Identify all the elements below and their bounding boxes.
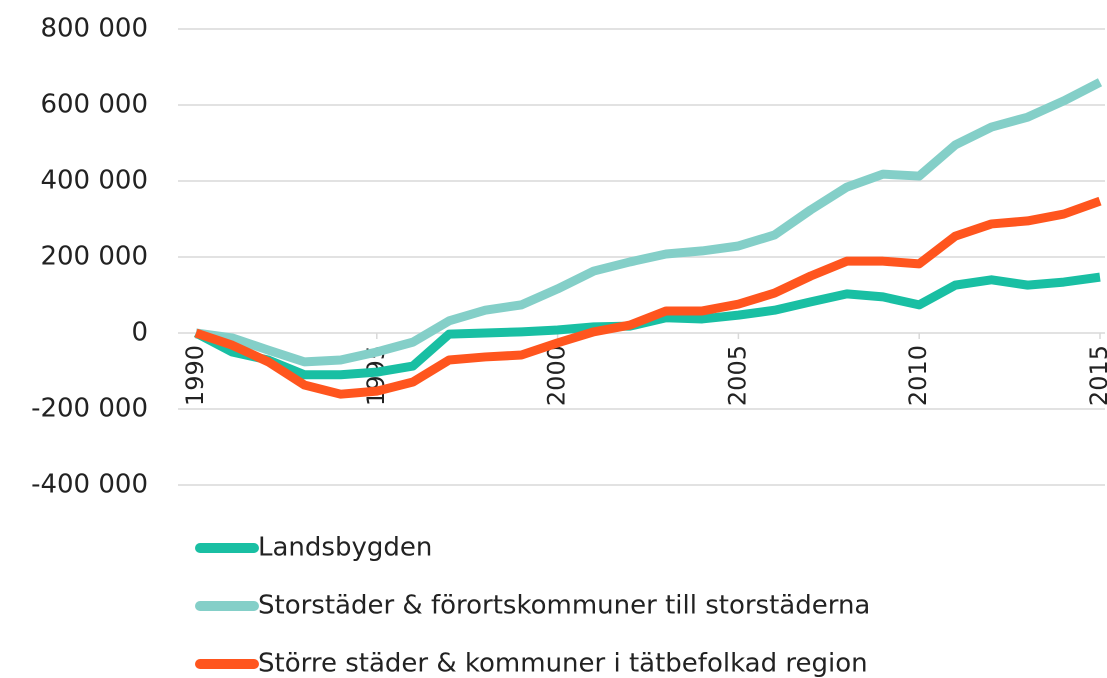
y-tick-label: 0 bbox=[131, 318, 148, 348]
series-line bbox=[195, 78, 1103, 367]
x-tick-label: 1990 bbox=[181, 345, 209, 406]
y-tick-label: -400 000 bbox=[31, 470, 148, 500]
x-tick-label: 2000 bbox=[543, 345, 571, 406]
y-tick-label: 200 000 bbox=[40, 242, 148, 272]
y-tick-label: 400 000 bbox=[40, 166, 148, 196]
legend-label: Landsbygden bbox=[258, 533, 432, 563]
x-tick-label: 2010 bbox=[904, 345, 932, 406]
series-line bbox=[194, 196, 1102, 399]
x-tick-label: 2015 bbox=[1085, 345, 1107, 406]
y-tick-label: -200 000 bbox=[31, 394, 148, 424]
legend-label: Större städer & kommuner i tätbefolkad r… bbox=[258, 649, 868, 678]
x-tick-label: 2005 bbox=[723, 345, 751, 406]
y-tick-label: 800 000 bbox=[40, 14, 148, 44]
y-tick-label: 600 000 bbox=[40, 90, 148, 120]
legend-label: Storstäder & förortskommuner till storst… bbox=[258, 591, 870, 621]
